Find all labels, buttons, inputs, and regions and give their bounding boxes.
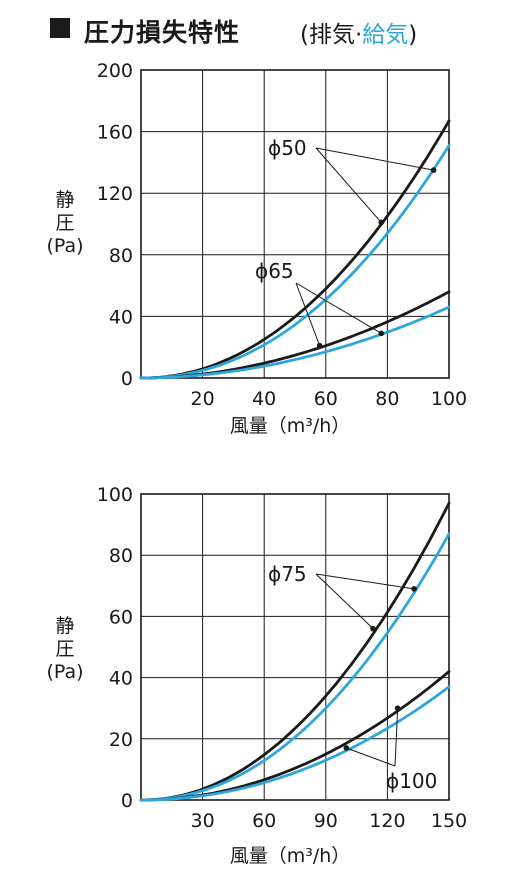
supply-label: 給気 bbox=[362, 22, 409, 48]
page-title: 圧力損失特性 bbox=[84, 18, 241, 47]
x-tick-label: 150 bbox=[431, 810, 467, 832]
annotation-dot bbox=[316, 342, 323, 349]
y-tick-label: 60 bbox=[109, 606, 133, 628]
y-tick-label: 80 bbox=[109, 245, 133, 267]
chart-series bbox=[139, 119, 451, 380]
chart-tick-labels: 30 60 90 120 150 0 20 40 60 80 100 bbox=[97, 484, 467, 832]
annotation-leader bbox=[394, 708, 399, 767]
annotation-leader bbox=[295, 282, 382, 334]
x-tick-label: 20 bbox=[191, 388, 215, 410]
y-axis-label-unit: (Pa) bbox=[46, 235, 83, 257]
y-tick-label: 40 bbox=[109, 306, 133, 328]
x-tick-label: 80 bbox=[375, 388, 399, 410]
y-tick-label: 40 bbox=[109, 668, 133, 690]
page-header: 圧力損失特性 (排気·給気) bbox=[0, 0, 516, 60]
y-tick-label: 160 bbox=[97, 122, 133, 144]
series-line-exhaust bbox=[139, 290, 451, 380]
annotation-dot bbox=[394, 705, 401, 711]
y-tick-label: 120 bbox=[97, 183, 133, 205]
annotation-dot bbox=[343, 745, 350, 751]
chart-annotations: ϕ50 ϕ65 bbox=[255, 136, 437, 349]
annotation-dot bbox=[370, 625, 376, 632]
annotation-dot bbox=[430, 167, 437, 173]
x-tick-label: 30 bbox=[191, 810, 215, 832]
chart-series bbox=[139, 501, 451, 802]
series-line-supply bbox=[139, 305, 451, 380]
annotation-label: ϕ100 bbox=[386, 769, 437, 793]
x-tick-label: 40 bbox=[252, 388, 276, 410]
x-tick-label: 120 bbox=[369, 810, 405, 832]
x-axis-label: 風量（m³/h） bbox=[230, 845, 351, 867]
annotation-leader bbox=[315, 573, 374, 630]
annotation-dot bbox=[411, 586, 417, 592]
paren-open: ( bbox=[300, 22, 309, 48]
annotation-label: ϕ50 bbox=[268, 136, 307, 160]
y-axis-label-unit: (Pa) bbox=[46, 661, 83, 683]
y-tick-label: 0 bbox=[121, 368, 133, 390]
chart-small-duct: ϕ50 ϕ65 20 40 60 80 100 0 40 80 120 160 200 静 圧 (Pa… bbox=[46, 60, 467, 437]
chart-tick-labels: 20 40 60 80 100 0 40 80 120 160 200 bbox=[97, 60, 467, 410]
square-bullet-icon bbox=[50, 18, 70, 38]
separator: · bbox=[354, 22, 363, 48]
annotation-dot bbox=[378, 330, 385, 337]
y-axis-label-line1: 静 bbox=[55, 615, 74, 637]
x-tick-label: 60 bbox=[314, 388, 338, 410]
page-subtitle: (排気·給気) bbox=[300, 15, 417, 49]
y-tick-label: 100 bbox=[97, 484, 133, 506]
series-line-exhaust bbox=[139, 501, 451, 802]
x-tick-label: 90 bbox=[314, 810, 338, 832]
plot-frame bbox=[140, 493, 450, 801]
x-tick-label: 60 bbox=[252, 810, 276, 832]
series-line-supply bbox=[139, 685, 451, 802]
annotation-leader bbox=[315, 147, 382, 223]
y-axis-label-line1: 静 bbox=[55, 189, 74, 211]
y-tick-label: 200 bbox=[97, 60, 133, 82]
annotation-label: ϕ65 bbox=[255, 259, 294, 283]
y-tick-label: 20 bbox=[109, 729, 133, 751]
y-tick-label: 0 bbox=[121, 790, 133, 812]
paren-close: ) bbox=[408, 22, 418, 48]
chart-large-duct: ϕ75 ϕ100 30 60 90 120 150 0 20 40 60 80 100 静 圧 (Pa… bbox=[46, 484, 467, 867]
chart-grid bbox=[140, 69, 450, 379]
annotation-leader bbox=[315, 147, 434, 171]
series-line-supply bbox=[139, 532, 451, 802]
chart-annotations: ϕ75 ϕ100 bbox=[268, 562, 437, 793]
x-tick-label: 100 bbox=[431, 388, 467, 410]
annotation-leader bbox=[315, 573, 415, 590]
x-axis-label: 風量（m³/h） bbox=[230, 415, 351, 437]
annotation-leader bbox=[346, 747, 396, 767]
y-tick-label: 80 bbox=[109, 545, 133, 567]
y-axis-label-line2: 圧 bbox=[55, 638, 74, 660]
exhaust-label: 排気 bbox=[308, 22, 355, 48]
chart-grid bbox=[140, 493, 450, 801]
series-line-supply bbox=[139, 144, 451, 380]
annotation-leader bbox=[295, 282, 321, 346]
plot-frame bbox=[140, 69, 450, 379]
y-axis-label-line2: 圧 bbox=[55, 212, 74, 234]
annotation-label: ϕ75 bbox=[268, 562, 307, 586]
annotation-dot bbox=[378, 219, 385, 226]
